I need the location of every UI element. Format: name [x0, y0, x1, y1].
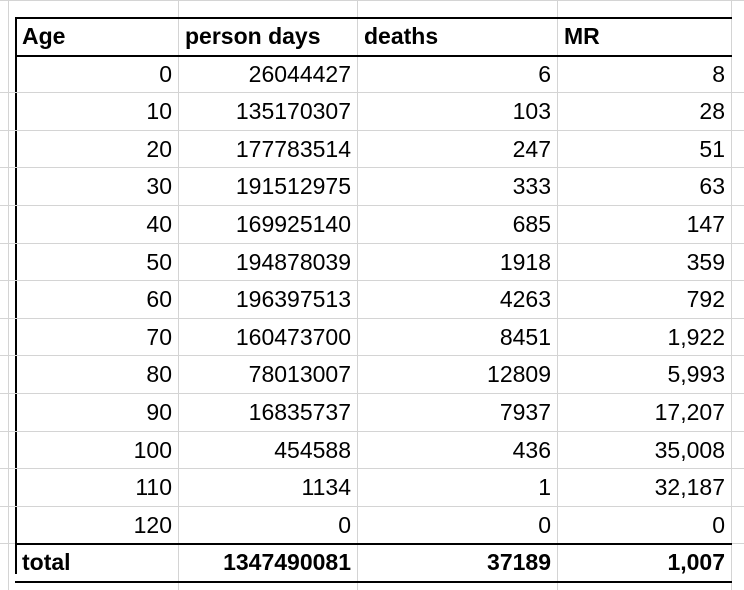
- data-row-cell[interactable]: 0: [712, 511, 725, 538]
- grid-line: [15, 581, 732, 583]
- total-row-cell[interactable]: 1,007: [667, 549, 725, 576]
- grid-line: [0, 355, 744, 356]
- grid-line: [0, 318, 744, 319]
- data-row-cell[interactable]: 70: [146, 323, 172, 350]
- grid-line: [0, 167, 744, 168]
- data-row-cell[interactable]: 50: [146, 248, 172, 275]
- data-row-cell[interactable]: 1: [538, 474, 551, 501]
- data-row-cell[interactable]: 100: [133, 436, 172, 463]
- data-row-cell[interactable]: 32,187: [654, 474, 725, 501]
- data-row-cell[interactable]: 28: [699, 98, 725, 125]
- grid-line: [0, 393, 744, 394]
- grid-line: [0, 280, 744, 281]
- data-row-cell[interactable]: 103: [512, 98, 551, 125]
- header-cell[interactable]: MR: [564, 23, 600, 49]
- header-cell[interactable]: deaths: [364, 23, 439, 49]
- data-row-cell[interactable]: 792: [686, 286, 725, 313]
- grid-line: [357, 0, 358, 590]
- data-row-cell[interactable]: 26044427: [248, 60, 351, 87]
- data-row-cell[interactable]: 177783514: [235, 135, 351, 162]
- data-row-cell[interactable]: 1134: [301, 474, 351, 501]
- header-cell[interactable]: Age: [22, 23, 66, 49]
- data-row-cell[interactable]: 191512975: [235, 173, 351, 200]
- data-row-cell[interactable]: 436: [512, 436, 551, 463]
- grid-line: [0, 205, 744, 206]
- data-row-cell[interactable]: 51: [699, 135, 725, 162]
- data-row-cell[interactable]: 16835737: [248, 399, 351, 425]
- grid-line: [15, 543, 732, 545]
- data-row-cell[interactable]: 40: [146, 211, 172, 237]
- data-row-cell[interactable]: 1918: [499, 248, 551, 275]
- data-row-cell[interactable]: 10: [146, 98, 172, 125]
- total-row-cell[interactable]: 37189: [487, 549, 551, 576]
- data-row-cell[interactable]: 196397513: [235, 286, 351, 313]
- data-row-cell[interactable]: 1,922: [667, 323, 725, 350]
- data-row-cell[interactable]: 169925140: [235, 211, 351, 237]
- data-row-cell[interactable]: 120: [133, 511, 172, 538]
- grid-line: [0, 92, 744, 93]
- grid-line: [0, 506, 744, 507]
- data-row-cell[interactable]: 5,993: [667, 361, 725, 388]
- data-row-cell[interactable]: 454588: [274, 436, 351, 463]
- data-row-cell[interactable]: 135170307: [235, 98, 351, 125]
- grid-line: [731, 0, 732, 590]
- data-row-cell[interactable]: 12809: [487, 361, 551, 388]
- data-row-cell[interactable]: 333: [512, 173, 551, 200]
- grid-line: [15, 54, 732, 57]
- data-row-cell[interactable]: 0: [538, 511, 551, 538]
- data-row-cell[interactable]: 8451: [499, 323, 551, 350]
- data-row-cell[interactable]: 7937: [499, 399, 551, 425]
- data-row-cell[interactable]: 147: [686, 211, 725, 237]
- data-row-cell[interactable]: 6: [538, 60, 551, 87]
- data-row-cell[interactable]: 359: [686, 248, 725, 275]
- data-row-cell[interactable]: 4263: [499, 286, 551, 313]
- total-row-cell[interactable]: 1347490081: [223, 549, 351, 576]
- data-row-cell[interactable]: 0: [338, 511, 351, 538]
- grid-line: [178, 0, 179, 590]
- data-row-cell[interactable]: 63: [699, 173, 725, 200]
- data-row-cell[interactable]: 60: [146, 286, 172, 313]
- grid-line: [0, 431, 744, 432]
- data-row-cell[interactable]: 0: [159, 60, 172, 87]
- grid-line: [0, 0, 744, 1]
- data-row-cell[interactable]: 17,207: [654, 399, 725, 425]
- data-row-cell[interactable]: 194878039: [235, 248, 351, 275]
- grid-line: [0, 243, 744, 244]
- data-row-cell[interactable]: 78013007: [248, 361, 351, 388]
- data-row-cell[interactable]: 80: [146, 361, 172, 388]
- data-row-cell[interactable]: 160473700: [235, 323, 351, 350]
- data-row-cell[interactable]: 8: [712, 60, 725, 87]
- header-cell[interactable]: person days: [185, 23, 321, 49]
- total-row-cell[interactable]: total: [22, 549, 71, 576]
- data-row-cell[interactable]: 685: [512, 211, 551, 237]
- grid-line: [0, 468, 744, 469]
- grid-line: [15, 18, 17, 574]
- data-row-cell[interactable]: 35,008: [654, 436, 725, 463]
- grid-line: [0, 130, 744, 131]
- data-row-cell[interactable]: 110: [135, 474, 172, 501]
- data-row-cell[interactable]: 90: [146, 399, 172, 425]
- data-row-cell[interactable]: 247: [512, 135, 551, 162]
- grid-line: [557, 0, 558, 590]
- grid-line: [8, 0, 9, 590]
- data-row-cell[interactable]: 20: [146, 135, 172, 162]
- data-row-cell[interactable]: 30: [146, 173, 172, 200]
- grid-line: [15, 17, 732, 19]
